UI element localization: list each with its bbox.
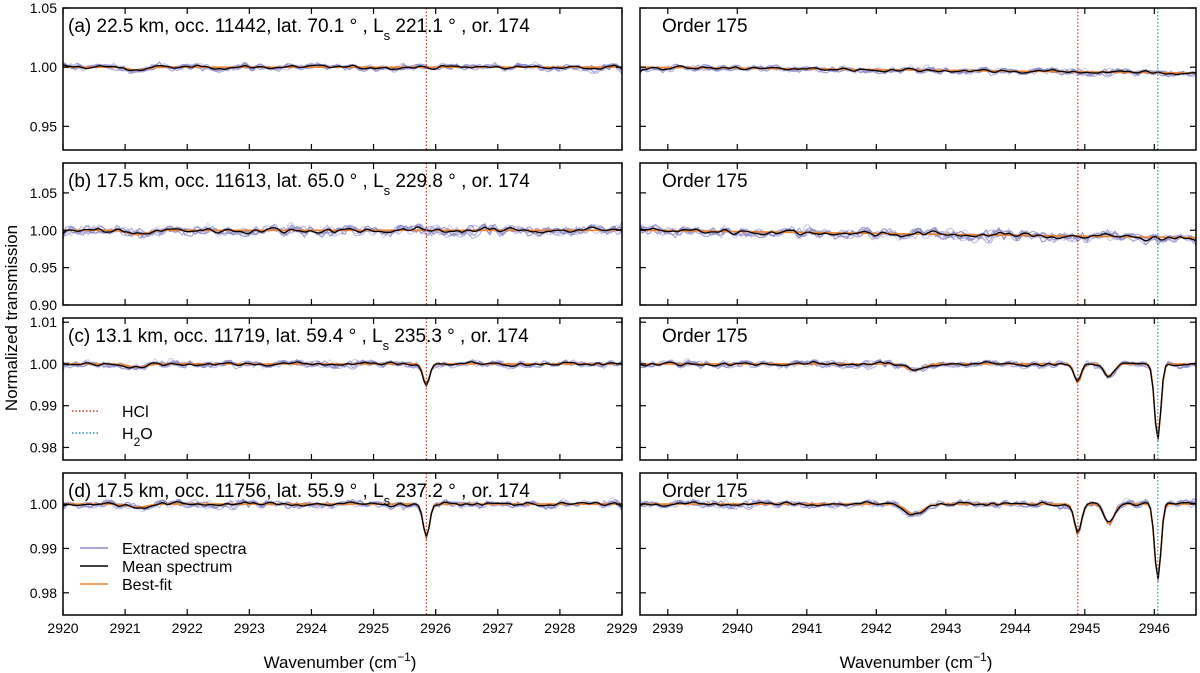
y-tick-label: 0.99 [30, 540, 57, 556]
y-tick-label: 0.99 [30, 398, 57, 414]
extracted-spectrum [640, 498, 1196, 582]
plot-area [640, 357, 1196, 442]
x-tick-label: 2928 [544, 620, 575, 636]
mean-spectrum-line [640, 501, 1196, 580]
x-axis-label-right: Wavenumber (cm−1) [840, 650, 993, 672]
legend-mean-label: Mean spectrum [122, 559, 232, 576]
x-tick-label: 2939 [652, 620, 683, 636]
x-tick-label: 2920 [47, 620, 78, 636]
extracted-spectrum [63, 222, 622, 240]
legend-bg [74, 575, 279, 593]
y-tick-label: 1.00 [30, 496, 57, 512]
panel-label: (a) 22.5 km, occ. 11442, lat. 70.1 ° , L… [68, 16, 530, 43]
legend-h2o-label: H2O [122, 426, 153, 449]
legend-extracted-label: Extracted spectra [122, 541, 247, 558]
x-tick-label: 2943 [930, 620, 961, 636]
x-tick-label: 2924 [296, 620, 327, 636]
axes-frame [639, 317, 1197, 461]
y-tick-label: 0.98 [30, 439, 57, 455]
y-axis-label: Normalized transmission [2, 225, 21, 411]
best-fit-line [640, 363, 1196, 439]
plot-area [640, 497, 1196, 583]
best-fit-line [640, 229, 1196, 239]
panel-label: (b) 17.5 km, occ. 11613, lat. 65.0 ° , L… [68, 171, 530, 198]
order-label: Order 175 [662, 326, 748, 347]
x-tick-label: 2944 [1000, 620, 1031, 636]
y-tick-label: 0.95 [30, 118, 57, 134]
axes-frame [62, 472, 623, 616]
mean-spectrum-line [63, 361, 622, 388]
panel-label: (d) 17.5 km, occ. 11756, lat. 55.9 ° , L… [68, 481, 530, 508]
legend-hcl-label: HCl [122, 404, 149, 421]
plot-area [640, 63, 1196, 79]
y-tick-label: 1.00 [30, 222, 57, 238]
order-label: Order 175 [662, 171, 748, 192]
panel-1-left: 0.95 1.00 1.05 (a) 22.5 km, occ. 11442, lat… [30, 0, 623, 151]
best-fit-line [63, 363, 622, 387]
mean-spectrum-line [640, 65, 1196, 76]
panel-4-left: 0.98 0.99 1.00 2920 2921 2922 2923 2924 2925 2926… [30, 472, 638, 636]
mean-spectrum-line [63, 501, 622, 540]
plot-area [640, 223, 1196, 247]
best-fit-line [640, 503, 1196, 580]
y-tick-label: 0.90 [30, 297, 57, 313]
x-tick-label: 2923 [234, 620, 265, 636]
panel-2-right: Order 175 [639, 162, 1197, 306]
x-tick-label: 2946 [1139, 620, 1170, 636]
panel-4-right: 2939 2940 2941 2942 2943 2944 2945 2946 Order 17… [639, 472, 1197, 636]
x-axis-label-left: Wavenumber (cm−1) [264, 650, 417, 672]
x-tick-label: 2927 [482, 620, 513, 636]
y-tick-label: 1.00 [30, 59, 57, 75]
mean-spectrum-line [63, 226, 622, 235]
y-tick-label: 0.98 [30, 585, 57, 601]
axes-frame [639, 162, 1197, 306]
x-tick-label: 2921 [110, 620, 141, 636]
x-tick-label: 2922 [172, 620, 203, 636]
axes-frame [62, 7, 623, 151]
axes-frame [639, 472, 1197, 616]
legend-bg [74, 557, 279, 575]
x-tick-label: 2940 [722, 620, 753, 636]
plot-area [63, 61, 622, 75]
x-tick-label: 2941 [791, 620, 822, 636]
y-tick-label: 0.95 [30, 260, 57, 276]
x-tick-label: 2942 [861, 620, 892, 636]
y-tick-label: 1.01 [30, 314, 57, 330]
y-tick-label: 1.05 [30, 0, 57, 16]
legend-bg [74, 539, 279, 557]
order-label: Order 175 [662, 481, 748, 502]
order-label: Order 175 [662, 16, 748, 37]
panel-2-left: 0.90 0.95 1.00 1.05 (b) 17.5 km, occ. 11613,… [30, 162, 623, 313]
mean-spectrum-line [640, 227, 1196, 242]
x-tick-label: 2929 [606, 620, 637, 636]
axes-frame [62, 317, 623, 461]
mean-spectrum-line [640, 361, 1196, 440]
y-tick-label: 1.05 [30, 185, 57, 201]
legend-fit-label: Best-fit [122, 577, 172, 594]
plot-area [63, 497, 622, 541]
panel-3-left: 0.98 0.99 1.00 1.01 (c) 13.1 km, occ. 11719,… [30, 314, 623, 461]
panel-1-right: Order 175 [639, 7, 1197, 151]
panel-3-right: Order 175 [639, 317, 1197, 461]
axes-frame [639, 7, 1197, 151]
x-tick-label: 2926 [420, 620, 451, 636]
panel-label: (c) 13.1 km, occ. 11719, lat. 59.4 ° , L… [68, 326, 529, 353]
plot-area [63, 221, 622, 240]
mean-spectrum-line [63, 63, 622, 72]
x-tick-label: 2945 [1069, 620, 1100, 636]
plot-area [63, 357, 622, 388]
x-tick-label: 2925 [358, 620, 389, 636]
axes-frame [62, 162, 623, 306]
y-tick-label: 1.00 [30, 356, 57, 372]
extracted-spectrum [63, 221, 622, 240]
